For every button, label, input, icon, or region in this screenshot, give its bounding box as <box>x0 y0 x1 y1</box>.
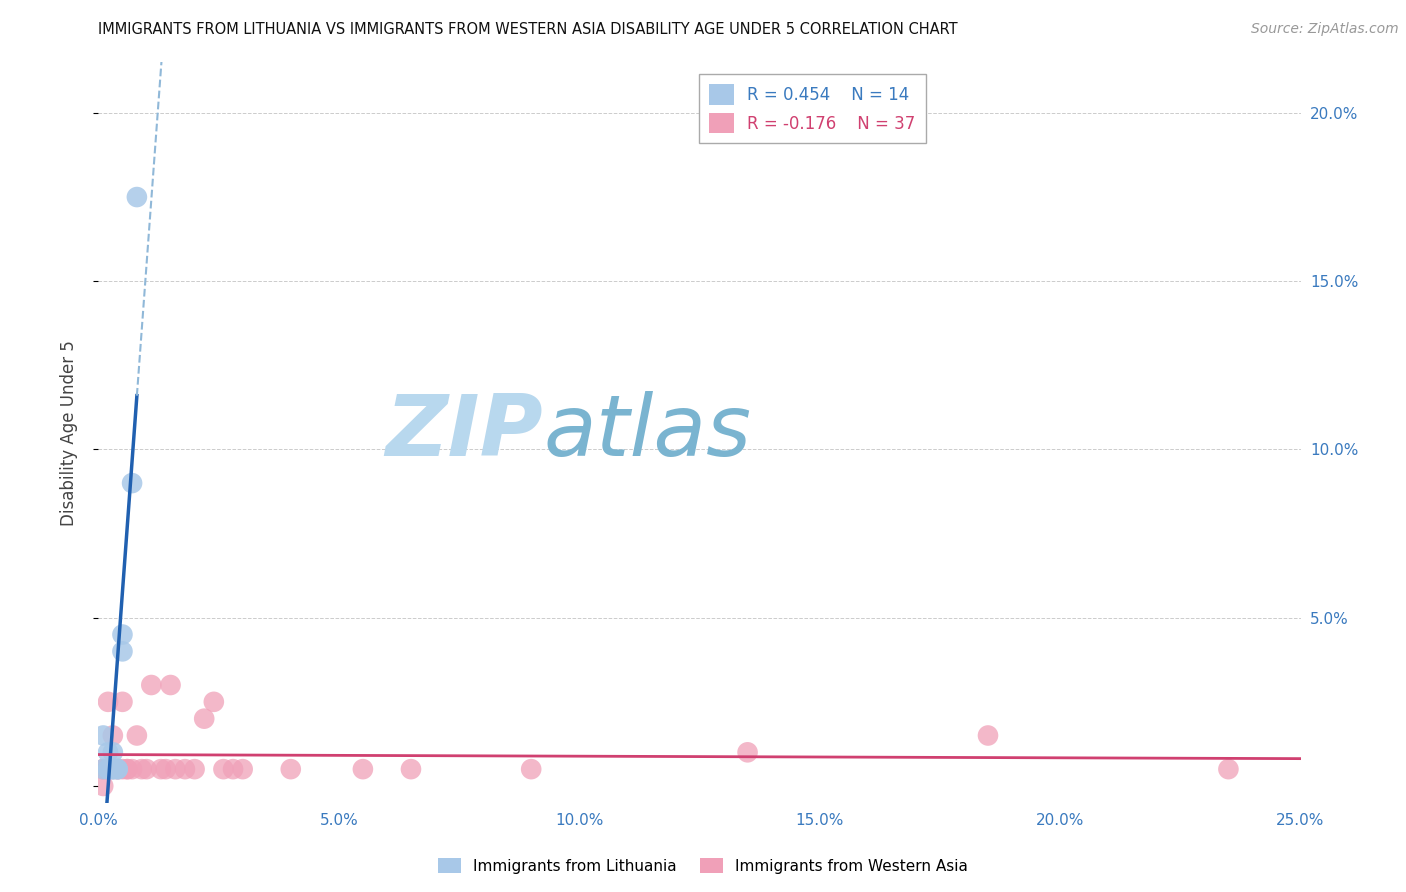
Point <box>399 762 422 776</box>
Point <box>91 762 114 776</box>
Point <box>91 779 114 793</box>
Point <box>149 762 172 776</box>
Point <box>174 762 197 776</box>
Point <box>91 762 114 776</box>
Point <box>121 762 143 776</box>
Text: ZIP: ZIP <box>385 391 543 475</box>
Point <box>97 762 120 776</box>
Point <box>117 762 139 776</box>
Text: IMMIGRANTS FROM LITHUANIA VS IMMIGRANTS FROM WESTERN ASIA DISABILITY AGE UNDER 5: IMMIGRANTS FROM LITHUANIA VS IMMIGRANTS … <box>98 22 957 37</box>
Point <box>125 190 148 204</box>
Point <box>111 695 134 709</box>
Point <box>202 695 225 709</box>
Text: Source: ZipAtlas.com: Source: ZipAtlas.com <box>1251 22 1399 37</box>
Legend: R = 0.454    N = 14, R = -0.176    N = 37: R = 0.454 N = 14, R = -0.176 N = 37 <box>699 74 925 144</box>
Point <box>101 762 124 776</box>
Y-axis label: Disability Age Under 5: Disability Age Under 5 <box>59 340 77 525</box>
Point <box>1218 762 1240 776</box>
Point <box>121 476 143 491</box>
Point <box>737 745 759 759</box>
Point <box>97 695 120 709</box>
Point <box>159 678 181 692</box>
Point <box>107 762 129 776</box>
Point <box>107 762 129 776</box>
Point <box>125 729 148 743</box>
Point <box>97 762 120 776</box>
Point <box>101 762 124 776</box>
Point <box>977 729 1000 743</box>
Point <box>101 762 124 776</box>
Point <box>97 762 120 776</box>
Point <box>232 762 254 776</box>
Point <box>135 762 157 776</box>
Point <box>280 762 302 776</box>
Point <box>111 762 134 776</box>
Point <box>141 678 163 692</box>
Point <box>111 644 134 658</box>
Point <box>222 762 245 776</box>
Point <box>212 762 235 776</box>
Point <box>352 762 374 776</box>
Point <box>193 712 215 726</box>
Point <box>155 762 177 776</box>
Text: atlas: atlas <box>543 391 751 475</box>
Point <box>91 729 114 743</box>
Point <box>97 762 120 776</box>
Point <box>107 762 129 776</box>
Point <box>117 762 139 776</box>
Point <box>520 762 543 776</box>
Point <box>107 762 129 776</box>
Point <box>111 627 134 641</box>
Point <box>165 762 187 776</box>
Legend: Immigrants from Lithuania, Immigrants from Western Asia: Immigrants from Lithuania, Immigrants fr… <box>432 852 974 880</box>
Point <box>91 762 114 776</box>
Point <box>101 729 124 743</box>
Point <box>131 762 153 776</box>
Point <box>183 762 205 776</box>
Point <box>101 745 124 759</box>
Point <box>97 745 120 759</box>
